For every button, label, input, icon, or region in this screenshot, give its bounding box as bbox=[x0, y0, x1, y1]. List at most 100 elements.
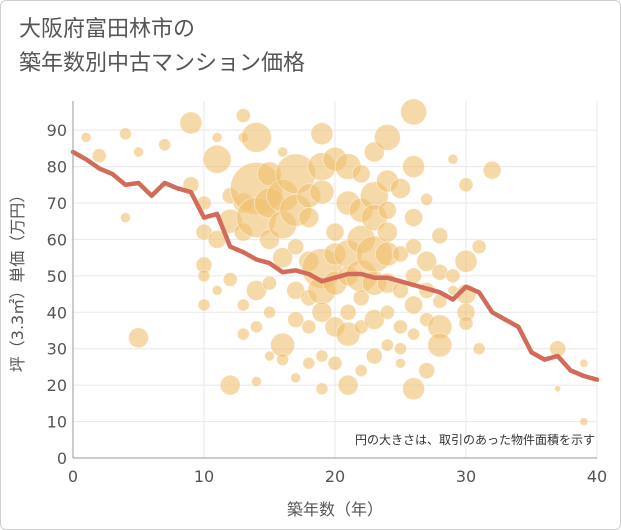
bubble-point-20 bbox=[222, 272, 238, 287]
bubble-point-51 bbox=[290, 372, 302, 384]
bubble-point-64 bbox=[315, 349, 329, 363]
bubble-point-128 bbox=[458, 177, 474, 193]
y-tick-label-30: 30 bbox=[47, 340, 67, 359]
y-tick-label-80: 80 bbox=[47, 158, 67, 177]
bubble-point-40 bbox=[277, 146, 289, 158]
bubble-point-53 bbox=[298, 207, 320, 228]
bubble-point-126 bbox=[445, 268, 461, 284]
bubble-point-39 bbox=[264, 350, 275, 362]
bubble-point-67 bbox=[325, 222, 345, 242]
bubble-point-93 bbox=[373, 124, 401, 151]
bubble-point-134 bbox=[472, 342, 486, 356]
bubble-point-60 bbox=[309, 179, 335, 205]
bubble-point-129 bbox=[454, 249, 478, 273]
bubble-point-6 bbox=[158, 138, 172, 152]
bubble-point-37 bbox=[262, 275, 277, 291]
bubble-point-120 bbox=[431, 227, 449, 245]
chart-title-line-2: 築年数別中古マンション価格 bbox=[19, 51, 306, 76]
bubble-point-12 bbox=[197, 269, 211, 283]
bubble-point-132 bbox=[458, 315, 474, 331]
bubble-point-22 bbox=[235, 108, 251, 123]
bubble-point-137 bbox=[554, 385, 562, 393]
bubble-point-17 bbox=[211, 285, 223, 296]
bubble-point-76 bbox=[339, 303, 357, 321]
bubble-point-135 bbox=[482, 160, 502, 180]
x-tick-label-10: 10 bbox=[194, 467, 214, 486]
bubble-point-2 bbox=[119, 127, 132, 141]
bubble-point-33 bbox=[250, 376, 262, 387]
bubble-point-113 bbox=[407, 327, 421, 341]
bubble-point-102 bbox=[392, 245, 409, 263]
bubble-point-43 bbox=[272, 247, 294, 269]
bubble-point-38 bbox=[263, 305, 276, 319]
bubble-point-100 bbox=[380, 338, 394, 352]
bubble-point-109 bbox=[404, 208, 424, 227]
bubble-point-3 bbox=[120, 212, 131, 223]
x-tick-label-0: 0 bbox=[68, 467, 78, 486]
bubble-point-32 bbox=[249, 320, 263, 334]
bubble-point-119 bbox=[418, 362, 436, 379]
y-tick-label-70: 70 bbox=[47, 194, 67, 213]
chart-title: 大阪府富田林市の 築年数別中古マンション価格 bbox=[19, 13, 305, 81]
x-tick-label-30: 30 bbox=[456, 467, 476, 486]
y-tick-label-60: 60 bbox=[47, 230, 67, 249]
x-axis-label: 築年数（年） bbox=[287, 500, 383, 519]
bubble-point-96 bbox=[376, 221, 398, 243]
bubble-point-95 bbox=[377, 200, 397, 220]
bubble-point-56 bbox=[301, 319, 317, 335]
bubble-point-83 bbox=[352, 289, 370, 307]
bubble-layer bbox=[80, 98, 589, 426]
bubble-point-13 bbox=[197, 298, 211, 312]
bubble-point-133 bbox=[471, 239, 487, 255]
y-tick-label-0: 0 bbox=[57, 449, 67, 468]
bubble-point-78 bbox=[337, 374, 359, 396]
y-tick-label-90: 90 bbox=[47, 121, 67, 140]
bubble-point-5 bbox=[128, 327, 149, 349]
y-axis-label: 坪（3.3㎡）単価（万円） bbox=[8, 187, 27, 372]
bubble-point-104 bbox=[393, 319, 408, 335]
bubble-point-101 bbox=[390, 178, 411, 199]
bubble-point-63 bbox=[311, 301, 333, 323]
chart-title-line-1: 大阪府富田林市の bbox=[19, 17, 196, 42]
x-tick-label-20: 20 bbox=[325, 467, 345, 486]
bubble-point-71 bbox=[327, 355, 343, 371]
bubble-point-65 bbox=[315, 382, 329, 396]
bubble-point-29 bbox=[240, 122, 272, 153]
axis-layer bbox=[72, 101, 597, 459]
bubble-point-116 bbox=[416, 250, 438, 272]
bubble-point-110 bbox=[405, 238, 423, 256]
bubble-point-79 bbox=[351, 164, 371, 184]
bubble-point-45 bbox=[276, 353, 290, 367]
y-tick-label-40: 40 bbox=[47, 303, 67, 322]
y-tick-label-10: 10 bbox=[47, 413, 67, 432]
average-price-line bbox=[70, 149, 600, 382]
trend-line-layer bbox=[70, 149, 600, 382]
bubble-point-7 bbox=[179, 111, 203, 135]
bubble-point-57 bbox=[302, 356, 316, 370]
bubble-point-0 bbox=[80, 132, 92, 143]
bubble-point-92 bbox=[365, 347, 383, 365]
bubble-point-21 bbox=[219, 374, 241, 396]
bubble-point-99 bbox=[379, 304, 395, 320]
bubble-point-48 bbox=[287, 238, 305, 256]
bubble-point-31 bbox=[245, 280, 267, 301]
bubble-size-note: 円の大きさは、取引のあった物件面積を示す bbox=[355, 432, 595, 447]
bubble-point-1 bbox=[91, 148, 107, 164]
bubble-point-85 bbox=[354, 364, 368, 377]
bubble-point-91 bbox=[363, 309, 385, 330]
y-tick-label-20: 20 bbox=[47, 376, 67, 395]
bubble-point-14 bbox=[211, 132, 223, 143]
bubble-point-50 bbox=[287, 311, 305, 328]
bubble-point-15 bbox=[202, 144, 232, 174]
bubble-point-26 bbox=[236, 298, 250, 312]
bubble-point-107 bbox=[400, 98, 428, 126]
bubble-point-125 bbox=[447, 153, 459, 165]
bubble-point-124 bbox=[427, 332, 453, 358]
tick-labels: 0 10 20 30 40 50 60 70 80 90 0 10 20 30 40 bbox=[47, 121, 608, 486]
y-tick-label-50: 50 bbox=[47, 267, 67, 286]
bubble-point-139 bbox=[579, 417, 589, 426]
bubble-point-114 bbox=[402, 377, 426, 401]
x-tick-label-40: 40 bbox=[587, 467, 607, 486]
